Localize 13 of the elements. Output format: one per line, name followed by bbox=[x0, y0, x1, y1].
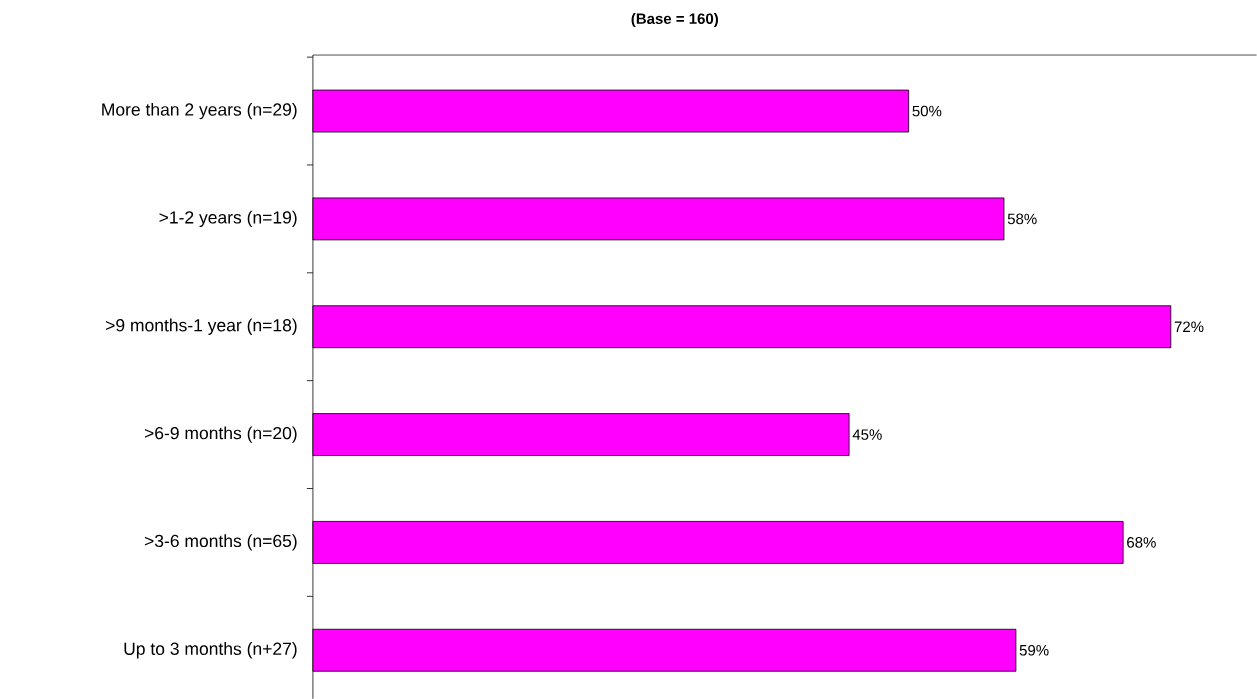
y-tick-label: >3-6 months (n=65) bbox=[144, 534, 297, 551]
data-label: 72% bbox=[1174, 321, 1204, 332]
chart-title: (Base = 160) bbox=[631, 12, 718, 27]
y-tick-label: More than 2 years (n=29) bbox=[102, 102, 297, 120]
data-label: 58% bbox=[1007, 213, 1037, 225]
y-tick-label: >6-9 months (n=20) bbox=[144, 426, 297, 443]
data-label: 68% bbox=[1127, 537, 1156, 548]
data-label: 59% bbox=[1019, 644, 1049, 656]
y-tick-label: >9 months-1 year (n=18) bbox=[106, 318, 297, 335]
y-tick-label: >1-2 years (n=19) bbox=[159, 210, 297, 227]
data-label: 50% bbox=[912, 105, 942, 117]
data-label: 45% bbox=[852, 429, 882, 440]
y-tick-label: Up to 3 months (n+27) bbox=[124, 642, 297, 659]
